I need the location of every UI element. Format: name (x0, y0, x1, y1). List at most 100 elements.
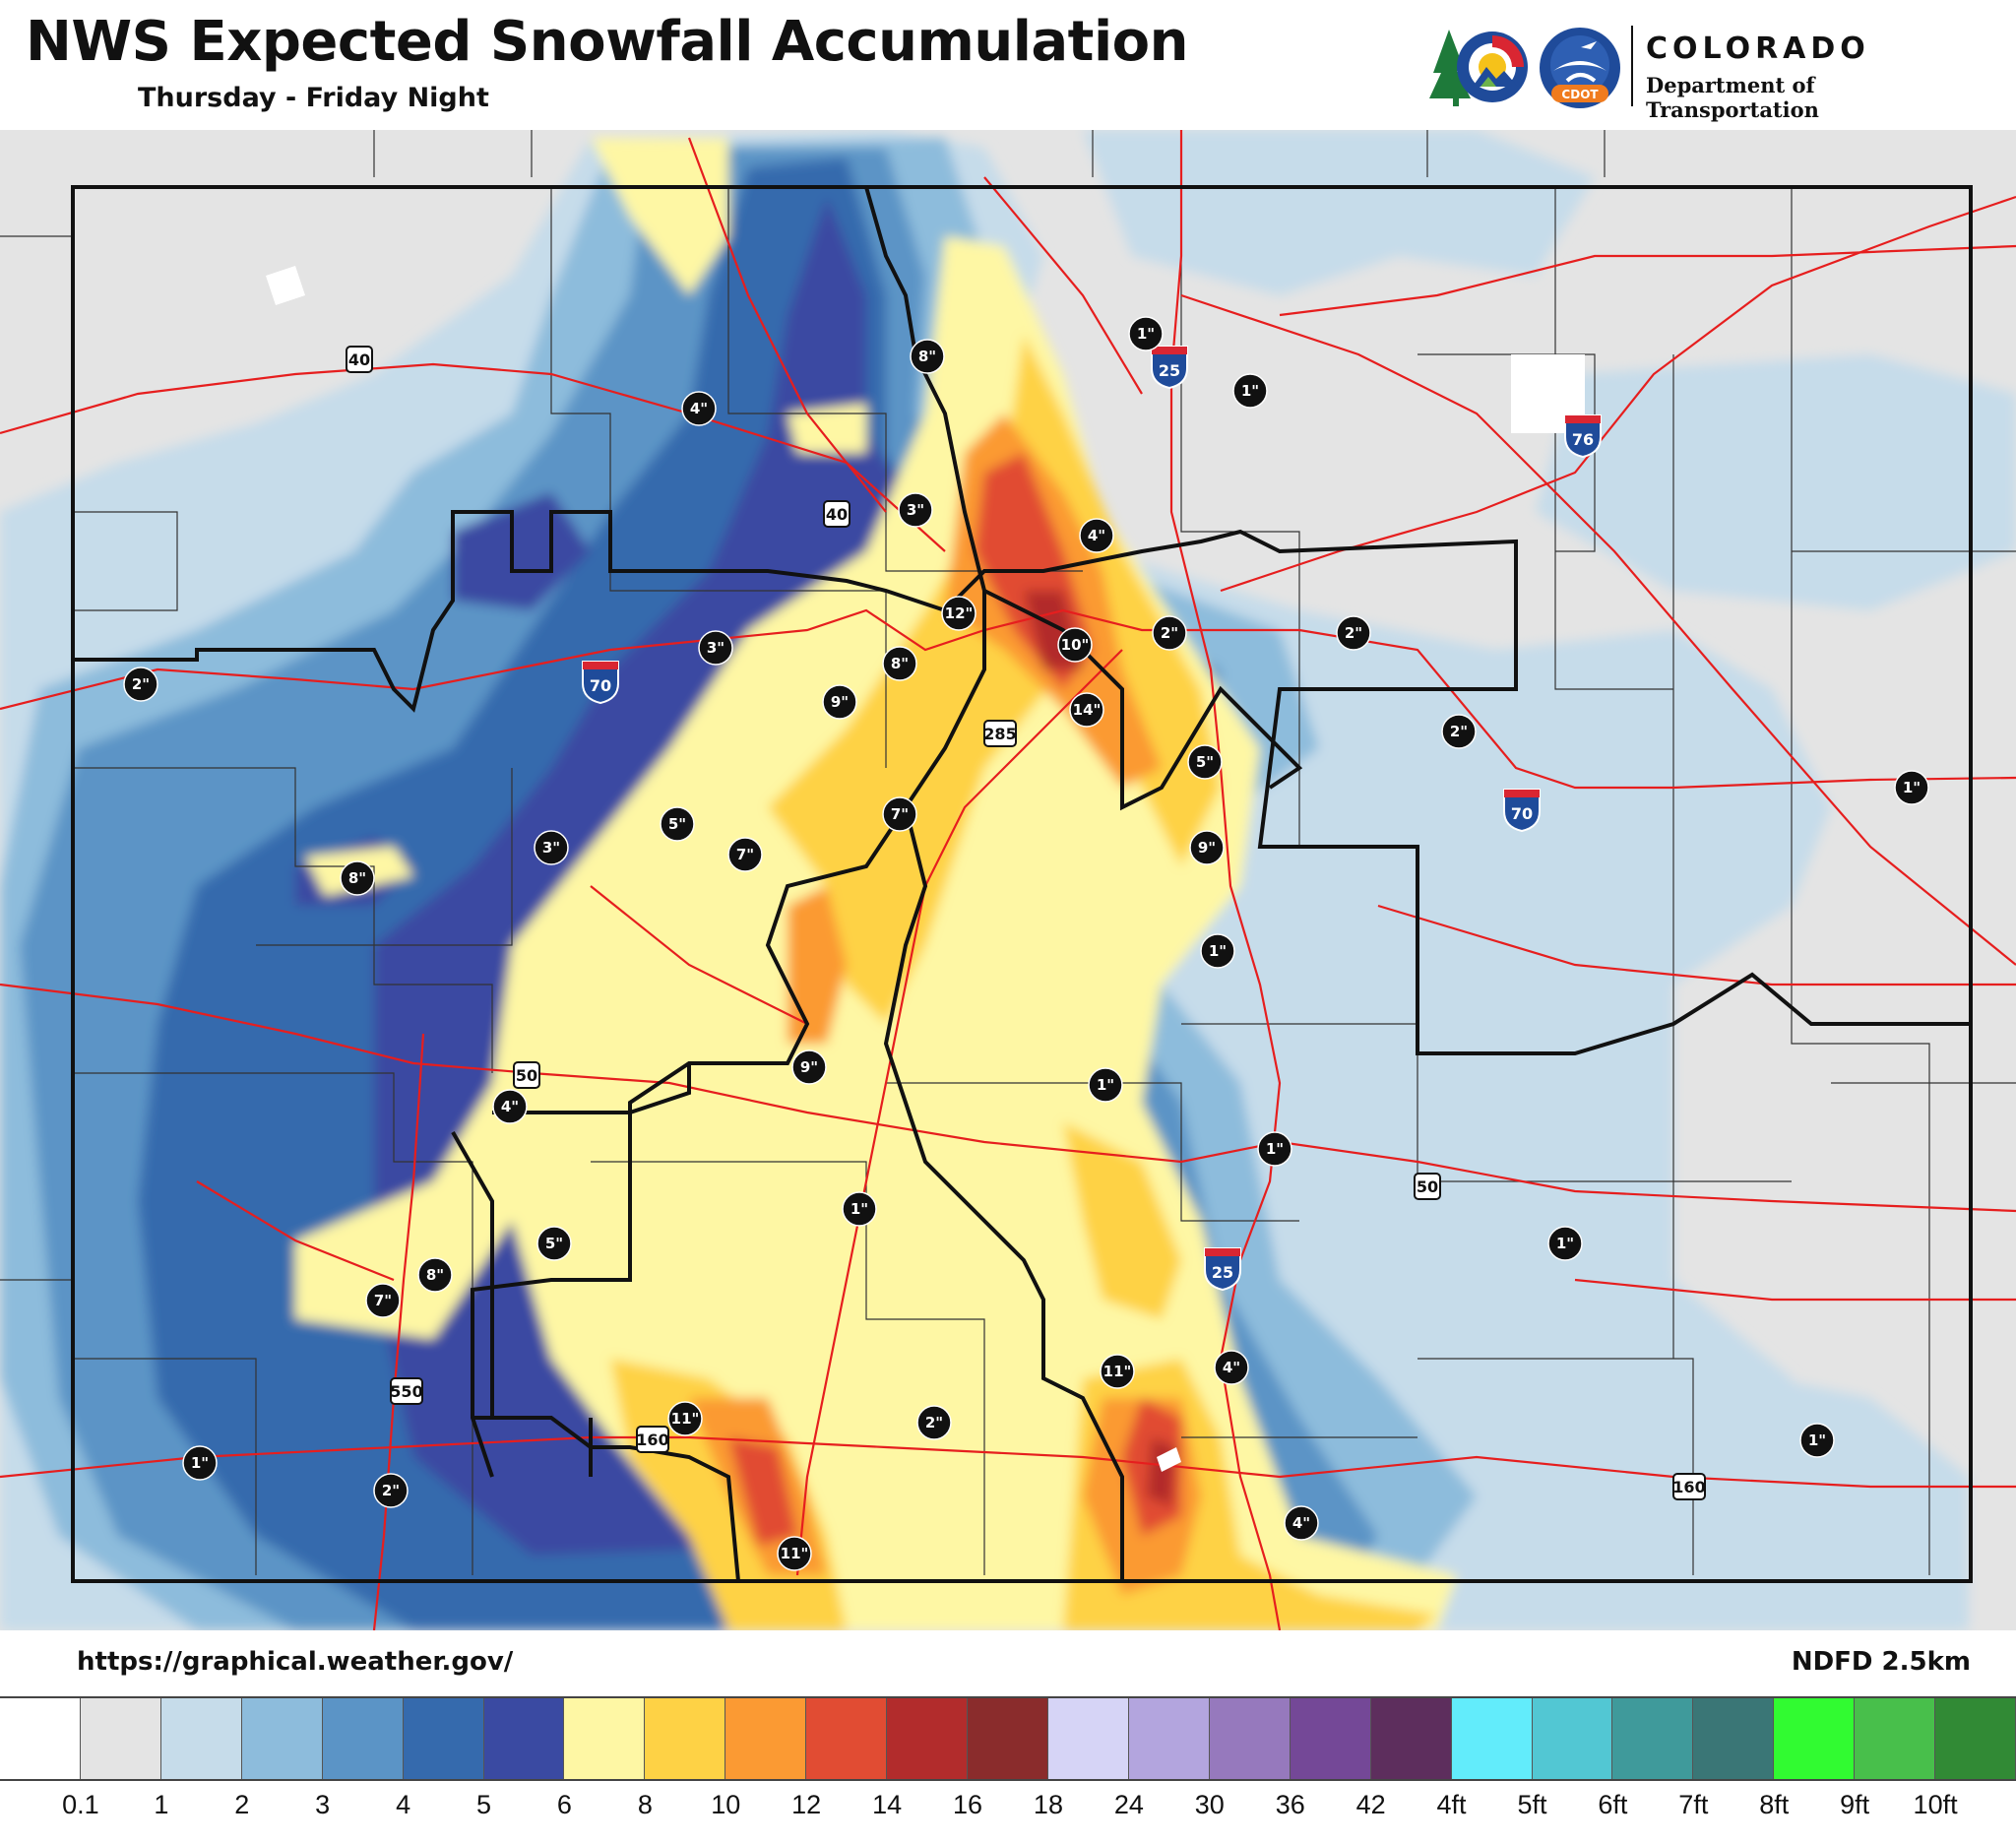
us-route-shield-285: 285 (983, 720, 1017, 747)
us285-route (795, 649, 1123, 1576)
source-url-link[interactable]: https://graphical.weather.gov/ (77, 1647, 514, 1677)
legend-label: 8ft (1759, 1790, 1790, 1819)
shield-label: 70 (590, 676, 611, 695)
snow-amount-badge: 1" (1894, 770, 1929, 805)
badge-label: 1" (1241, 382, 1259, 400)
shield-label: 550 (390, 1382, 422, 1401)
legend-label: 6ft (1598, 1790, 1628, 1819)
snow-amount-badge: 1" (182, 1445, 218, 1481)
legend-swatch (564, 1698, 646, 1779)
badge-circle (1232, 373, 1268, 409)
badge-label: 11" (781, 1545, 809, 1562)
snow-amount-badge: 9" (791, 1049, 827, 1085)
snow-amount-badge: 4" (1214, 1350, 1249, 1385)
road (1574, 1278, 2016, 1302)
zone-border (472, 1416, 740, 1582)
cdot-emblem-label: CDOT (1561, 88, 1599, 101)
legend-label: 10ft (1913, 1790, 1958, 1819)
zone-border (451, 1131, 494, 1418)
snow-zone-light-southeast (1280, 1280, 1969, 1630)
legend-swatch (1693, 1698, 1775, 1779)
snow-amount-badge: 8" (910, 339, 945, 374)
snow-amount-badge: 2" (916, 1405, 952, 1440)
legend-swatch (1290, 1698, 1371, 1779)
badge-circle (882, 646, 917, 681)
snow-amount-badge: 1" (1799, 1423, 1835, 1458)
badge-label: 2" (382, 1482, 400, 1499)
interstate-shield-25: 25 (1204, 1247, 1241, 1292)
badge-label: 2" (1161, 624, 1178, 642)
us40-route (0, 362, 946, 552)
us160-route (0, 1435, 2016, 1489)
snow-amount-badge: 3" (698, 630, 733, 666)
county-line (550, 187, 887, 768)
legend-label: 6 (556, 1790, 572, 1819)
badge-label: 11" (671, 1410, 700, 1428)
badge-label: 2" (1450, 723, 1468, 740)
us-route-shield-40: 40 (346, 346, 373, 373)
badge-label: 1" (1266, 1140, 1284, 1158)
road (196, 1180, 395, 1282)
road (687, 137, 887, 513)
snow-amount-badge: 9" (822, 684, 857, 720)
snow-zone-light-east (1536, 354, 2016, 610)
us50-route (0, 983, 2016, 1213)
badge-label: 9" (831, 693, 849, 711)
county-line (727, 187, 1083, 572)
badge-label: 3" (907, 501, 924, 519)
snow-amount-badge: 1" (842, 1191, 877, 1227)
badge-circle (1200, 933, 1235, 969)
badge-label: 1" (1556, 1235, 1574, 1252)
legend-label: 10 (711, 1790, 741, 1819)
legend-label: 8 (637, 1790, 653, 1819)
badge-circle (822, 684, 857, 720)
i76-route (1220, 195, 2016, 593)
badge-label: 12" (945, 604, 974, 622)
badge-circle (1799, 1423, 1835, 1458)
badge-circle (417, 1257, 453, 1293)
legend-swatch (483, 1698, 565, 1779)
legend-swatch (1370, 1698, 1452, 1779)
snow-zone-5in-north (453, 492, 591, 610)
badge-circle (123, 667, 158, 702)
snow-zone-8in (768, 335, 1221, 1024)
snow-amount-badge: 2" (373, 1473, 409, 1508)
highway-shields: 40 40 25 76 70 70 285 50 50 25 550 160 160 (346, 346, 1706, 1500)
legend-swatch (1532, 1698, 1613, 1779)
badge-circle (1189, 830, 1225, 865)
snowfall-map: 40 40 25 76 70 70 285 50 50 25 550 160 160 1" 1" 4" 8" 3… (0, 130, 2016, 1630)
shield-label: 50 (516, 1066, 537, 1085)
snow-amount-badge: 1" (1200, 933, 1235, 969)
legend-swatch (1612, 1698, 1694, 1779)
badge-label: 1" (191, 1454, 209, 1472)
badge-label: 1" (1808, 1431, 1826, 1449)
snow-amount-badge: 7" (882, 796, 917, 832)
snow-amount-badge: 1" (1257, 1131, 1292, 1167)
shield-label: 76 (1572, 430, 1594, 449)
badge-label: 2" (925, 1414, 943, 1431)
snow-amount-badge: 5" (536, 1226, 572, 1261)
shield-label: 70 (1511, 804, 1533, 823)
county-line (886, 1082, 1299, 1222)
snow-amount-badge: 4" (1079, 518, 1114, 553)
badge-circle (1547, 1226, 1583, 1261)
snow-amount-badge: 1" (1128, 316, 1164, 351)
badge-circle (1100, 1354, 1135, 1389)
legend-swatch (1128, 1698, 1210, 1779)
snow-amount-badge: 11" (777, 1536, 812, 1571)
county-line (256, 768, 513, 946)
badge-label: 8" (426, 1266, 444, 1284)
shield-label: 50 (1417, 1177, 1438, 1196)
interstate-shield-25: 25 (1151, 346, 1188, 390)
snow-amount-badge: 11" (1100, 1354, 1135, 1389)
badge-label: 14" (1073, 701, 1102, 719)
legend-swatch (80, 1698, 161, 1779)
badge-circle (536, 1226, 572, 1261)
snow-zone-12in-south (728, 1437, 797, 1546)
snow-amount-badge: 14" (1069, 692, 1104, 728)
snow-amount-badge: 3" (898, 492, 933, 528)
badge-circle (667, 1401, 703, 1436)
legend-label: 3 (315, 1790, 331, 1819)
data-source-label: NDFD 2.5km (1791, 1647, 1971, 1677)
badge-circle (681, 391, 717, 426)
